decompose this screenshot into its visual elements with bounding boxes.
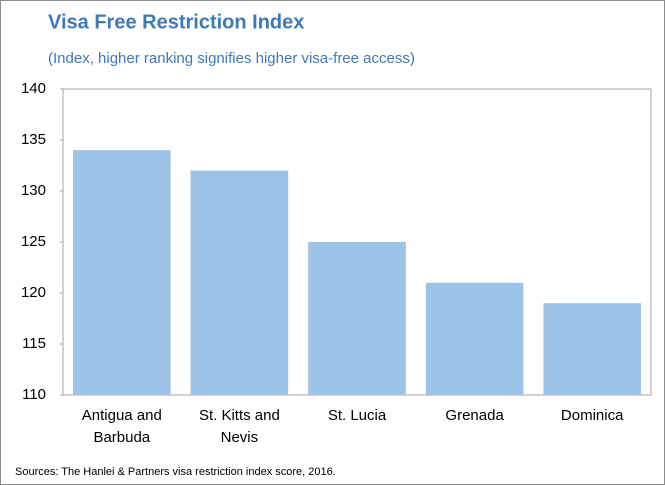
y-tick-label: 110 bbox=[22, 386, 46, 403]
y-tick-label: 115 bbox=[22, 335, 46, 352]
chart-subtitle: (Index, higher ranking signifies higher … bbox=[48, 50, 415, 67]
bar bbox=[425, 282, 524, 395]
x-tick-label: Antigua and Barbuda bbox=[81, 407, 162, 446]
bar bbox=[72, 150, 171, 395]
x-tick-label: St. Lucia bbox=[327, 407, 387, 424]
chart-title: Visa Free Restriction Index bbox=[48, 11, 304, 33]
x-tick-label: Grenada bbox=[445, 407, 504, 424]
bar bbox=[543, 303, 642, 395]
source-note: Sources: The Hanlei & Partners visa rest… bbox=[15, 466, 336, 478]
y-tick-label: 135 bbox=[21, 131, 46, 148]
y-tick-label: 125 bbox=[21, 233, 46, 250]
bar bbox=[190, 170, 289, 395]
y-tick-label: 120 bbox=[21, 284, 46, 301]
y-tick-label: 130 bbox=[21, 182, 46, 199]
x-tick-label: St. Kitts and Nevis bbox=[198, 407, 280, 446]
x-tick-label: Dominica bbox=[560, 407, 624, 424]
bar bbox=[308, 242, 406, 395]
y-tick-label: 140 bbox=[21, 80, 46, 97]
